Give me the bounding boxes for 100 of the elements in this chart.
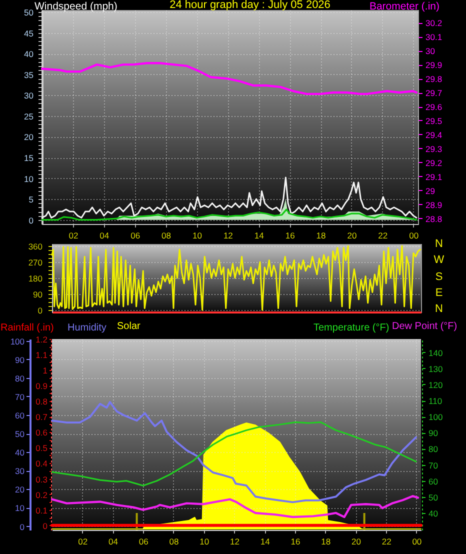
y-tick-label: 80: [15, 373, 25, 384]
y-tick-label: 25: [24, 111, 34, 122]
y2-tick-label: 29.4: [426, 130, 442, 140]
y-tick-label: 30: [24, 90, 34, 101]
y2-tick-label: 29.1: [426, 172, 442, 182]
y2-tick-label: 110: [428, 396, 442, 406]
y-tick-label: 40: [24, 49, 34, 60]
y2-tick-label: 30.1: [426, 32, 442, 42]
x-tick-label: 10: [200, 536, 210, 546]
y2-tick-label: 29.9: [426, 60, 442, 70]
x-tick-label: 14: [260, 536, 270, 546]
y3-tick-label: 0.4: [36, 458, 48, 469]
text: Solar: [117, 321, 140, 332]
y2-axis-title: Temperature (°F): [314, 322, 390, 334]
y3-tick-label: 0.5: [36, 443, 48, 454]
y2-tick-label: 50: [428, 492, 438, 502]
y-tick-label: 100: [10, 336, 25, 346]
y3-tick-label: 0.2: [36, 490, 48, 500]
y2-tick-label: 40: [428, 508, 438, 518]
x-tick-label: 20: [351, 536, 362, 546]
x-tick-label: 20: [347, 230, 357, 240]
y2-axis-title: Barometer (.in): [369, 0, 440, 12]
y2-tick-label: 90: [428, 428, 438, 438]
line-series: [51, 245, 421, 311]
y2-tick-label: 120: [428, 380, 443, 390]
x-tick-label: 04: [108, 536, 118, 546]
line-series: [50, 495, 420, 518]
y2-tick-label: 80: [428, 444, 438, 454]
y-tick-label: 70: [15, 392, 25, 402]
text: Dew Point (°F): [392, 321, 458, 332]
x-tick-label: 08: [162, 230, 172, 240]
y2-tick-label: 28.9: [426, 200, 442, 210]
x-tick-label: 06: [130, 230, 140, 240]
y3-tick-label: 0.1: [36, 505, 48, 516]
y3-tick-label: 0.9: [36, 381, 48, 392]
y2-tick-label: 60: [428, 476, 438, 486]
y-axis-title: Windspeed (mph): [34, 0, 118, 12]
y2-tick-label: 29: [426, 186, 436, 196]
x-tick-label: 16: [290, 536, 300, 546]
y-tick-label: 15: [24, 153, 34, 164]
x-tick-label: 00: [412, 536, 422, 546]
y2-tick-label: 100: [428, 412, 443, 422]
y2-tick-label: 140: [428, 348, 443, 358]
y3-tick-label: 0.6: [36, 428, 48, 438]
chart-title: 24 hour graph day : July 05 2026: [170, 0, 330, 11]
text: S: [434, 270, 444, 284]
y3-tick-label: 0.3: [36, 474, 48, 484]
y3-tick-label: 1: [42, 366, 48, 376]
text: E: [434, 286, 444, 300]
x-tick-label: 04: [100, 230, 110, 240]
x-tick-label: 16: [285, 230, 296, 240]
y-tick-label: 30: [15, 466, 25, 476]
y2-tick-label: 30.2: [426, 18, 442, 28]
y2-tick-label: 29.3: [426, 144, 442, 154]
y-tick-label: 50: [15, 429, 25, 440]
y-tick-label: 0: [28, 215, 34, 226]
x-tick-label: 18: [316, 230, 326, 240]
y2-tick-label: 29.6: [426, 102, 442, 112]
line-series: [51, 401, 417, 504]
text: N: [434, 238, 444, 251]
y3-tick-label: 0.7: [36, 412, 48, 422]
y-tick-label: 20: [15, 484, 25, 495]
y-tick-label: 45: [24, 28, 34, 38]
y-tick-label: 5: [28, 194, 34, 205]
y3-tick-label: 1.2: [36, 334, 48, 344]
y-tick-label: 50: [24, 8, 34, 18]
x-tick-label: 00: [409, 230, 419, 240]
y2-tick-label: 30: [426, 46, 436, 56]
x-tick-label: 12: [223, 230, 234, 240]
y-tick-label: 20: [24, 132, 34, 142]
x-tick-label: 14: [254, 230, 264, 240]
y2-tick-label: 29.8: [426, 74, 442, 84]
y-tick-label: 0: [20, 522, 25, 532]
y2-tick-label: 29.7: [426, 88, 442, 98]
y3-tick-label: 1.1: [36, 350, 48, 360]
line-series: [41, 176, 418, 219]
x-tick-label: 02: [68, 230, 78, 240]
y2-tick-label: 28.8: [426, 214, 442, 224]
y-tick-label: 40: [15, 448, 25, 458]
y-tick-label: 10: [15, 503, 25, 514]
y-tick-label: 35: [24, 70, 34, 80]
x-tick-label: 18: [321, 536, 331, 546]
text: W: [432, 254, 446, 268]
y-tick-label: 270: [28, 257, 43, 268]
x-tick-label: 22: [382, 536, 392, 546]
y3-axis-title: Rainfall (.in): [0, 322, 54, 334]
x-tick-label: 06: [138, 536, 149, 546]
y3-tick-label: 0.8: [36, 396, 48, 407]
line-series: [51, 421, 417, 486]
y-tick-label: 90: [15, 354, 25, 365]
text: N: [434, 303, 444, 316]
y2-tick-label: 130: [428, 364, 443, 374]
x-tick-label: 22: [378, 230, 388, 240]
y-tick-label: 180: [28, 274, 43, 284]
y-tick-label: 360: [28, 241, 43, 252]
x-tick-label: 02: [78, 536, 88, 546]
y-tick-label: 10: [24, 174, 34, 184]
line-series: [41, 208, 418, 221]
x-tick-label: 10: [192, 230, 202, 240]
x-tick-label: 08: [169, 536, 179, 546]
